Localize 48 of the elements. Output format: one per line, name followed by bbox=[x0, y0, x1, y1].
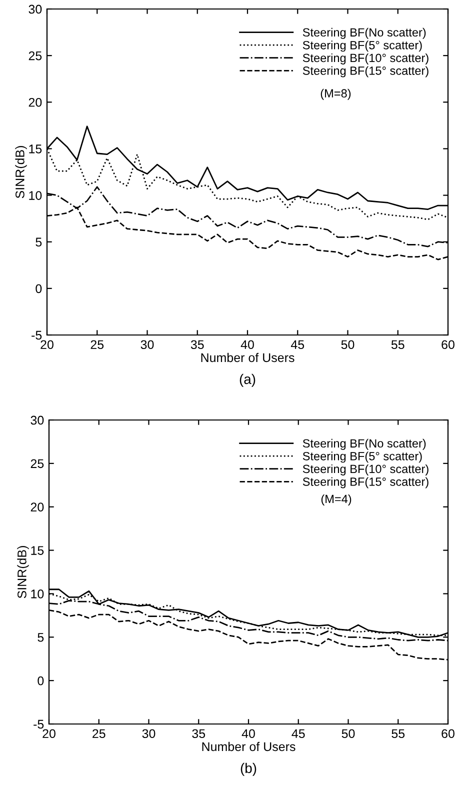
x-tick-label: 30 bbox=[142, 729, 156, 738]
y-tick-label: 30 bbox=[30, 416, 44, 425]
y-tick-label: 10 bbox=[31, 590, 44, 598]
y-tick-label: 15 bbox=[31, 546, 44, 555]
y-tick-label: 5 bbox=[38, 633, 44, 642]
x-tick-label: 25 bbox=[90, 340, 104, 350]
y-tick-label: 25 bbox=[30, 459, 44, 468]
legend-label: Steering BF(15° scatter) bbox=[302, 66, 428, 78]
text: (b) bbox=[240, 762, 256, 776]
y-tick-label: 0 bbox=[36, 284, 42, 294]
x-tick-label: 40 bbox=[242, 729, 255, 738]
legend-label: Steering BF(10° scatter) bbox=[302, 464, 428, 476]
y-axis-title: SINR(dB) bbox=[17, 546, 29, 598]
x-tick-label: 60 bbox=[442, 340, 454, 350]
y-axis-title: SINR(dB) bbox=[15, 146, 27, 198]
y-tick-label: 20 bbox=[28, 98, 42, 107]
x-axis-title: Number of Users bbox=[201, 352, 294, 362]
x-tick-label: 50 bbox=[342, 729, 355, 738]
legend-label: Steering BF(No scatter) bbox=[302, 438, 426, 450]
x-tick-label: 50 bbox=[341, 340, 354, 350]
legend-label: Steering BF(5° scatter) bbox=[302, 452, 422, 463]
x-tick-label: 25 bbox=[92, 729, 106, 738]
annotation: (M=4) bbox=[321, 494, 352, 506]
x-axis-title: Number of Users bbox=[202, 742, 296, 752]
legend-label: Steering BF(5° scatter) bbox=[302, 40, 422, 52]
y-tick-label: 20 bbox=[30, 502, 44, 512]
x-tick-label: 40 bbox=[240, 340, 254, 350]
y-tick-label: -5 bbox=[32, 330, 42, 340]
y-tick-label: 30 bbox=[28, 4, 42, 14]
y-tick-label: 25 bbox=[28, 51, 42, 60]
legend-label: Steering BF(No scatter) bbox=[302, 28, 426, 39]
x-tick-label: 45 bbox=[292, 729, 305, 738]
legend-label: Steering BF(15° scatter) bbox=[302, 477, 428, 488]
legend-label: Steering BF(10° scatter) bbox=[302, 53, 428, 64]
y-tick-label: 15 bbox=[29, 144, 42, 154]
x-tick-label: 45 bbox=[290, 340, 304, 350]
y-tick-label: 0 bbox=[38, 676, 44, 686]
x-tick-label: 60 bbox=[442, 729, 454, 738]
x-tick-label: 55 bbox=[391, 340, 404, 350]
x-tick-label: 30 bbox=[140, 340, 154, 350]
y-tick-label: 5 bbox=[36, 238, 42, 247]
x-tick-label: 55 bbox=[392, 729, 405, 738]
annotation: (M=8) bbox=[320, 88, 351, 100]
y-tick-label: 10 bbox=[29, 191, 42, 200]
x-tick-label: 35 bbox=[192, 729, 206, 738]
text: (a) bbox=[240, 374, 256, 387]
x-tick-label: 35 bbox=[190, 340, 204, 350]
y-tick-label: -5 bbox=[34, 720, 44, 729]
